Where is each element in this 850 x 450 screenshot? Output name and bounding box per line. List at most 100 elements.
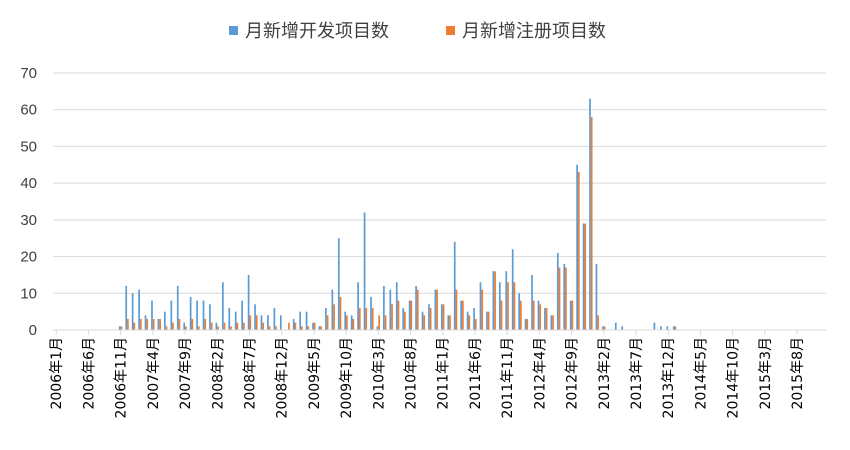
x-tick-label: 2007年4月 [146,337,162,410]
x-tick-label: 2013年12月 [661,337,677,418]
bar-reg [455,289,458,330]
bar-dev [125,285,128,330]
bar-dev [666,326,669,330]
x-tick-label: 2008年7月 [242,337,258,410]
bar-reg [442,304,445,330]
bar-reg [384,315,387,330]
bar-dev [279,315,282,330]
bar-reg [577,172,580,330]
x-tick-label: 2010年8月 [404,337,420,410]
bar-dev [157,318,160,330]
bar-dev [176,285,179,330]
bar-reg [352,318,355,330]
bar-reg [210,322,213,330]
bar-reg [378,315,380,330]
bar-reg [539,304,542,330]
bar-reg [307,326,310,330]
bar-reg [339,296,342,330]
bar-reg [429,307,432,330]
bar-reg [127,318,129,330]
bar-dev [408,300,411,330]
bar-dev [363,212,366,330]
bar-reg [474,318,477,330]
bar-dev [312,322,314,330]
bar-dev [247,274,250,330]
x-tick-label: 2014年5月 [693,337,709,410]
legend: 月新增开发项目数 月新增注册项目数 [229,21,606,42]
bar-dev [357,282,359,330]
x-tick-label: 2013年2月 [597,337,613,410]
bar-dev [118,326,121,330]
bar-reg [333,304,335,330]
bar-dev [305,311,308,330]
x-tick-label: 2006年6月 [81,337,97,410]
bar-dev [370,296,372,330]
bar-dev [337,238,340,330]
bar-dev [589,98,591,330]
bar-dev [402,307,405,330]
bar-reg [133,322,136,330]
bar-dev [434,289,437,330]
bar-dev [660,326,662,330]
bar-dev [170,300,173,330]
bar-reg [462,300,464,330]
bar-reg [545,307,548,330]
y-tick-label: 30 [20,212,37,229]
bar-reg [494,271,496,330]
x-tick-label: 2009年5月 [307,337,323,410]
x-tick-label: 2006年11月 [114,337,130,418]
bar-dev [183,322,186,330]
bar-reg [223,322,226,330]
bar-dev [209,304,211,330]
bar-reg [565,267,567,330]
y-tick-label: 40 [20,175,37,192]
bar-reg [165,326,168,330]
bar-reg [500,300,503,330]
bar-dev [576,164,578,330]
bar-reg [358,307,361,330]
bar-dev [537,300,540,330]
bar-dev [563,263,566,330]
bar-reg [552,315,554,330]
bar-dev [569,300,572,330]
bar-reg [397,300,400,330]
bar-reg [249,315,252,330]
bar-dev [383,285,385,330]
bar-reg [346,315,348,330]
bar-reg [371,307,374,330]
bar-reg [416,289,419,330]
bar-dev [531,274,533,330]
bar-reg [146,318,149,330]
bar-dev [254,304,256,330]
bar-reg [597,315,599,330]
bar-dev [428,304,430,330]
bar-reg [391,304,393,330]
bar-reg [236,322,239,330]
bar-reg [288,322,290,330]
bar-dev [292,318,295,330]
x-tick-label: 2011年11月 [500,337,516,418]
y-tick-label: 20 [20,249,37,266]
x-axis: 2006年1月 2006年6月 2006年11月 2007年4月 2007年9月 2008… [49,330,806,418]
bar-dev [602,326,604,330]
bar-dev [202,300,205,330]
bar-reg [275,326,277,330]
bar-reg [423,315,426,330]
bar-reg [313,322,316,330]
x-tick-label: 2008年2月 [210,337,226,410]
bar-reg [197,326,200,330]
bar-dev [164,311,166,330]
bar-dev [441,304,443,330]
bar-dev [672,326,675,330]
bar-dev [138,289,140,330]
x-tick-label: 2012年4月 [532,337,548,410]
bar-reg [262,322,265,330]
bar-dev [260,315,263,330]
bar-dev [144,315,147,330]
bar-dev [151,300,153,330]
legend-swatch-reg [446,26,455,35]
bar-reg [526,318,529,330]
bar-dev [331,289,334,330]
legend-label-reg: 月新增注册项目数 [462,21,606,42]
bar-dev [395,282,398,330]
